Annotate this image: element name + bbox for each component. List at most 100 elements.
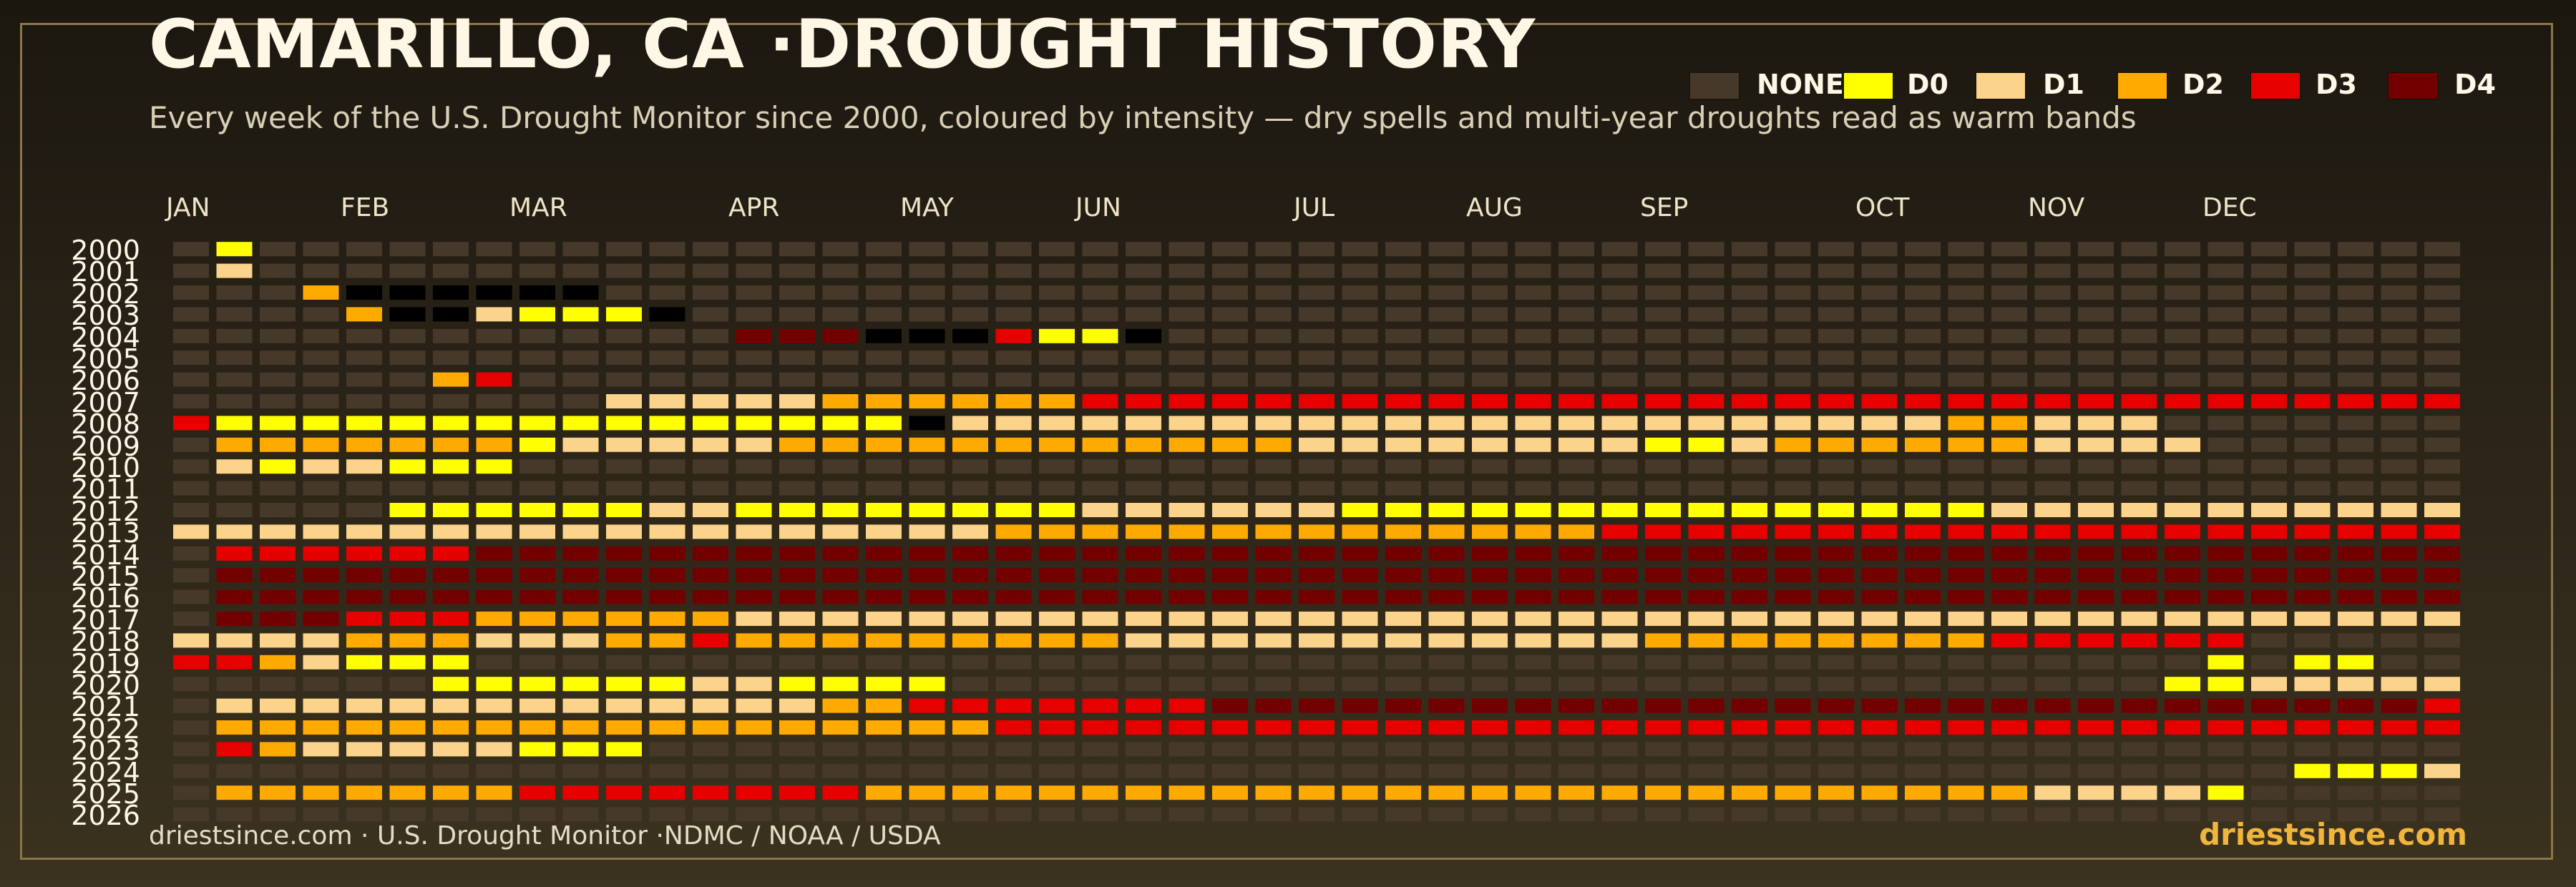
cell-2009-w24 xyxy=(1169,437,1205,452)
site-link[interactable]: driestsince.com xyxy=(2199,817,2467,852)
cell-2025-w43 xyxy=(1991,785,2027,800)
cell-2004-w42 xyxy=(1948,328,1984,343)
cell-2010-w44 xyxy=(2034,459,2071,474)
year-label-2025: 2025 xyxy=(71,778,140,810)
year-label-2019: 2019 xyxy=(71,647,140,680)
cell-2001-w16 xyxy=(822,263,859,278)
cell-2007-w18 xyxy=(909,394,945,408)
cell-2010-w47 xyxy=(2165,459,2200,474)
cell-2005-w23 xyxy=(1126,351,1161,366)
cell-2017-w24 xyxy=(1169,612,1205,626)
cell-2021-w36 xyxy=(1688,698,1724,713)
cell-2011-w20 xyxy=(995,481,1032,496)
cell-2014-w31 xyxy=(1472,546,1508,561)
cell-2017-w27 xyxy=(1299,612,1335,626)
cell-2017-w47 xyxy=(2165,612,2200,626)
cell-2008-w17 xyxy=(866,416,902,431)
cell-2007-w45 xyxy=(2078,394,2114,408)
cell-2023-w32 xyxy=(1515,742,1551,757)
cell-2008-w46 xyxy=(2121,416,2157,431)
cell-2023-w15 xyxy=(779,742,815,757)
cell-2019-w15 xyxy=(779,655,815,670)
cell-2009-w38 xyxy=(1775,437,1811,452)
cell-2006-w24 xyxy=(1169,372,1205,387)
cell-2006-w37 xyxy=(1732,372,1767,387)
cell-2020-w5 xyxy=(346,677,382,692)
cell-2012-w52 xyxy=(2381,503,2417,517)
cell-2020-w22 xyxy=(1082,677,1118,692)
cell-2023-w5 xyxy=(346,742,382,757)
cell-2020-w36 xyxy=(1688,677,1724,692)
cell-2025-w11 xyxy=(606,785,642,800)
cell-2017-w32 xyxy=(1515,612,1551,626)
cell-2007-w35 xyxy=(1645,394,1681,408)
cell-2012-w38 xyxy=(1775,503,1811,517)
cell-2001-w25 xyxy=(1212,263,1248,278)
cell-2024-w50 xyxy=(2294,763,2331,778)
cell-2004-w23 xyxy=(1126,328,1161,343)
cell-2005-w31 xyxy=(1472,351,1508,366)
cell-2016-w14 xyxy=(736,589,772,604)
cell-2001-w51 xyxy=(2338,263,2373,278)
cell-2016-w26 xyxy=(1255,589,1292,604)
cell-2002-w18 xyxy=(909,285,945,300)
cell-2024-w26 xyxy=(1255,763,1292,778)
cell-2018-w47 xyxy=(2165,633,2200,648)
cell-2020-w29 xyxy=(1385,677,1421,692)
cell-2009-w11 xyxy=(606,437,642,452)
cell-2000-w3 xyxy=(260,242,296,257)
cell-2023-w23 xyxy=(1126,742,1161,757)
cell-2001-w20 xyxy=(995,263,1032,278)
cell-2017-w41 xyxy=(1905,612,1941,626)
cell-2019-w39 xyxy=(1818,655,1854,670)
cell-2011-w39 xyxy=(1818,481,1854,496)
cell-2024-w13 xyxy=(693,763,728,778)
cell-2003-w38 xyxy=(1775,307,1811,322)
cell-2012-w35 xyxy=(1645,503,1681,517)
cell-2006-w35 xyxy=(1645,372,1681,387)
cell-2013-w28 xyxy=(1342,524,1378,539)
cell-2017-w6 xyxy=(389,612,426,626)
cell-2008-w26 xyxy=(1255,416,1292,431)
cell-2011-w9 xyxy=(519,481,555,496)
cell-2016-w37 xyxy=(1732,589,1767,604)
cell-2012-w47 xyxy=(2165,503,2200,517)
cell-2003-w33 xyxy=(1558,307,1594,322)
cell-2015-w26 xyxy=(1255,568,1292,583)
cell-2009-w8 xyxy=(476,437,512,452)
cell-2007-w1 xyxy=(173,394,209,408)
cell-2018-w9 xyxy=(519,633,555,648)
cell-2018-w24 xyxy=(1169,633,1205,648)
cell-2026-w49 xyxy=(2251,807,2287,822)
legend-label-d0: D0 xyxy=(1907,69,1948,100)
cell-2026-w40 xyxy=(1861,807,1898,822)
cell-2010-w9 xyxy=(519,459,555,474)
cell-2007-w33 xyxy=(1558,394,1594,408)
cell-2005-w27 xyxy=(1299,351,1335,366)
cell-2024-w47 xyxy=(2165,763,2200,778)
cell-2006-w49 xyxy=(2251,372,2287,387)
cell-2025-w45 xyxy=(2078,785,2114,800)
cell-2012-w34 xyxy=(1601,503,1638,517)
cell-2001-w5 xyxy=(346,263,382,278)
cell-2003-w5 xyxy=(346,307,382,322)
cell-2017-w38 xyxy=(1775,612,1811,626)
cell-2015-w15 xyxy=(779,568,815,583)
cell-2002-w20 xyxy=(995,285,1032,300)
cell-2014-w8 xyxy=(476,546,512,561)
cell-2026-w44 xyxy=(2034,807,2071,822)
cell-2014-w29 xyxy=(1385,546,1421,561)
cell-2022-w22 xyxy=(1082,720,1118,735)
cell-2001-w21 xyxy=(1039,263,1075,278)
cell-2003-w34 xyxy=(1601,307,1638,322)
cell-2023-w2 xyxy=(216,742,253,757)
cell-2008-w35 xyxy=(1645,416,1681,431)
cell-2002-w19 xyxy=(952,285,988,300)
cell-2015-w36 xyxy=(1688,568,1724,583)
cell-2001-w41 xyxy=(1905,263,1941,278)
cell-2021-w46 xyxy=(2121,698,2157,713)
cell-2005-w8 xyxy=(476,351,512,366)
cell-2014-w27 xyxy=(1299,546,1335,561)
cell-2003-w14 xyxy=(736,307,772,322)
cell-2006-w11 xyxy=(606,372,642,387)
